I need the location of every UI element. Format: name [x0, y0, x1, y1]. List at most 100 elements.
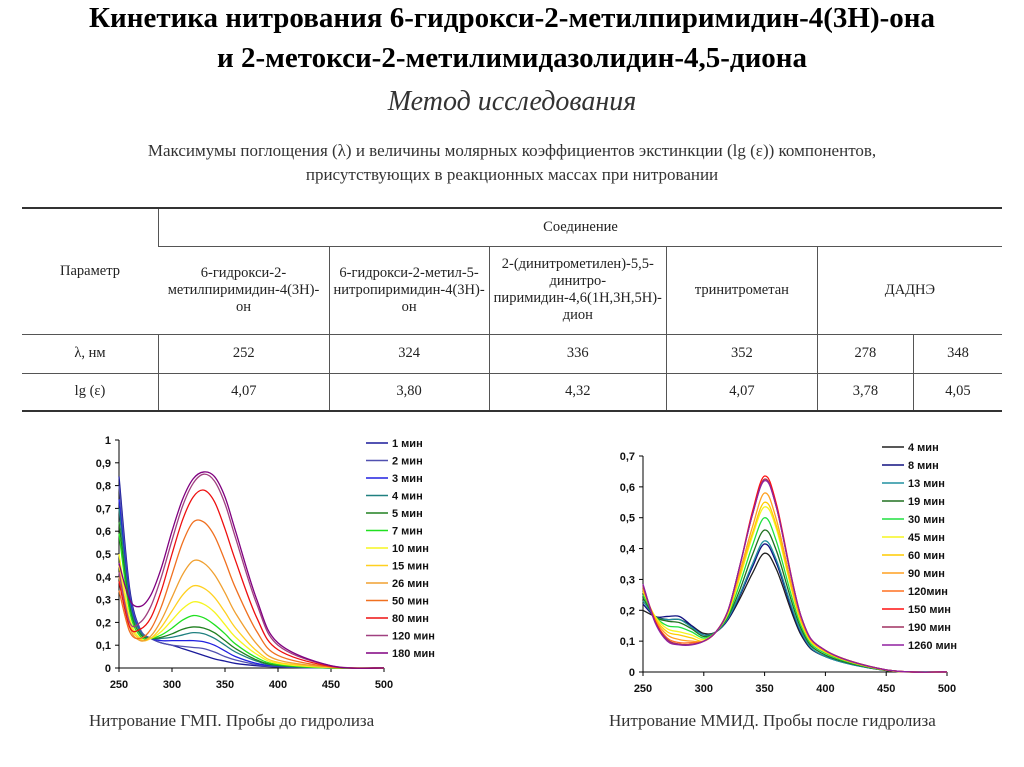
series-line — [118, 565, 385, 669]
series-line — [642, 517, 948, 673]
cell: 324 — [328, 334, 490, 374]
legend-label: 4 мин — [392, 491, 423, 503]
legend-label: 2 мин — [392, 456, 423, 468]
legend-label: 4 мин — [908, 442, 939, 454]
param-header: Параметр — [22, 207, 159, 335]
legend-label: 150 мин — [908, 604, 951, 616]
y-tick-label: 0,9 — [96, 458, 111, 470]
cell: 336 — [488, 334, 667, 374]
y-tick-label: 0,5 — [96, 549, 111, 561]
title-line-2: и 2-метокси-2-метилимидазолидин-4,5-дион… — [217, 42, 807, 74]
y-tick-label: 0,1 — [620, 636, 635, 648]
table-row-lg-epsilon: lg (ε) 4,07 3,80 4,32 4,07 3,78 4,05 — [22, 373, 1002, 412]
chart-1: 250 300 350 400 450 500 0 0,1 0,2 0,3 0,4 0,5 0,6 0,7… — [96, 435, 435, 691]
series-line — [118, 519, 385, 669]
legend-label: 26 мин — [392, 578, 429, 590]
y-tick-label: 0,7 — [620, 451, 635, 463]
compound-header: 6-гидрокси-2-метил-5-нитропиримидин-4(3Н… — [328, 246, 490, 335]
y-tick-label: 0,4 — [96, 572, 112, 584]
compound-group-header: Соединение — [158, 207, 1002, 247]
table-caption: Максимумы поглощения (λ) и величины моля… — [0, 139, 1024, 187]
series-line — [118, 476, 385, 669]
series-line — [118, 473, 385, 669]
legend-label: 50 мин — [392, 596, 429, 608]
y-tick-label: 0,7 — [96, 503, 111, 515]
chart-2: 250 300 350 400 450 500 0 0,1 0,2 0,3 0,4 0,5 0,6 0,7… — [620, 442, 957, 695]
x-tick-label: 450 — [322, 679, 340, 691]
y-tick-label: 0,3 — [620, 574, 635, 586]
x-tick-label: 250 — [634, 683, 652, 695]
compound-header: 6-гидрокси-2-метилпиримидин-4(3Н)-он — [158, 246, 329, 335]
absorption-table: Параметр Соединение 6-гидрокси-2-метилпи… — [22, 207, 1002, 412]
legend-label: 120 мин — [392, 631, 435, 643]
legend-label: 10 мин — [392, 543, 429, 555]
cell: 4,05 — [912, 373, 1002, 412]
legend-label: 19 мин — [908, 496, 945, 508]
x-tick-label: 400 — [269, 679, 287, 691]
legend-label: 1260 мин — [908, 640, 957, 652]
y-tick-label: 0 — [629, 667, 635, 679]
series-line — [118, 471, 385, 669]
y-tick-label: 0,2 — [96, 617, 111, 629]
y-tick-label: 0,2 — [620, 605, 635, 617]
legend-label: 13 мин — [908, 478, 945, 490]
legend-label: 120мин — [908, 586, 948, 598]
legend-label: 1 мин — [392, 438, 423, 450]
chart-1-caption: Нитрование ГМП. Пробы до гидролиза — [89, 711, 375, 730]
cell: 3,78 — [816, 373, 914, 412]
cell: 252 — [158, 334, 329, 374]
legend-label: 90 мин — [908, 568, 945, 580]
series-line — [118, 533, 385, 669]
series-line — [642, 478, 948, 673]
title-method: Метод исследования — [387, 86, 637, 117]
table-caption-line-1: Максимумы поглощения (λ) и величины моля… — [147, 141, 877, 160]
y-tick-label: 0 — [105, 663, 111, 675]
series-line — [642, 480, 948, 673]
x-tick-label: 250 — [110, 679, 128, 691]
legend-label: 190 мин — [908, 622, 951, 634]
series-line — [642, 501, 948, 673]
row-label: λ, нм — [22, 334, 159, 374]
title-line-1: Кинетика нитрования 6-гидрокси-2-метилпи… — [89, 2, 935, 34]
legend-label: 15 мин — [392, 561, 429, 573]
series-line — [118, 508, 385, 669]
table-row-lambda: λ, нм 252 324 336 352 278 348 — [22, 334, 1002, 374]
legend-label: 8 мин — [908, 460, 939, 472]
legend-label: 45 мин — [908, 532, 945, 544]
compound-header: ДАДНЭ — [816, 246, 1002, 335]
series-line — [118, 553, 385, 669]
cell: 278 — [816, 334, 914, 374]
series-line — [642, 540, 948, 673]
series-line — [118, 559, 385, 669]
cell: 4,07 — [665, 373, 818, 412]
x-tick-label: 500 — [375, 679, 393, 691]
compound-header: тринитрометан — [665, 246, 818, 335]
legend-label: 30 мин — [908, 514, 945, 526]
cell: 4,07 — [158, 373, 329, 412]
series-line — [118, 489, 385, 669]
y-tick-label: 0,6 — [620, 482, 635, 494]
y-tick-label: 0,5 — [620, 513, 635, 525]
y-tick-label: 0,3 — [96, 595, 111, 607]
x-tick-label: 300 — [163, 679, 181, 691]
legend-label: 5 мин — [392, 508, 423, 520]
series-line — [642, 529, 948, 673]
x-tick-label: 350 — [216, 679, 234, 691]
y-tick-label: 0,8 — [96, 481, 111, 493]
table-caption-line-2: присутствующих в реакционных массах при … — [305, 165, 719, 184]
legend-label: 7 мин — [392, 526, 423, 538]
series-line — [118, 485, 385, 669]
legend-label: 180 мин — [392, 648, 435, 660]
y-tick-label: 0,4 — [620, 544, 636, 556]
chart-2-caption: Нитрование ММИД. Пробы после гидролиза — [609, 711, 936, 730]
x-tick-label: 400 — [816, 683, 834, 695]
row-label: lg (ε) — [22, 373, 159, 412]
x-tick-label: 450 — [877, 683, 895, 695]
x-tick-label: 300 — [695, 683, 713, 695]
x-tick-label: 500 — [938, 683, 956, 695]
compound-header: 2-(динитрометилен)-5,5-динитро-пиримидин… — [488, 246, 667, 335]
legend-label: 3 мин — [392, 473, 423, 485]
y-tick-label: 1 — [105, 435, 111, 447]
